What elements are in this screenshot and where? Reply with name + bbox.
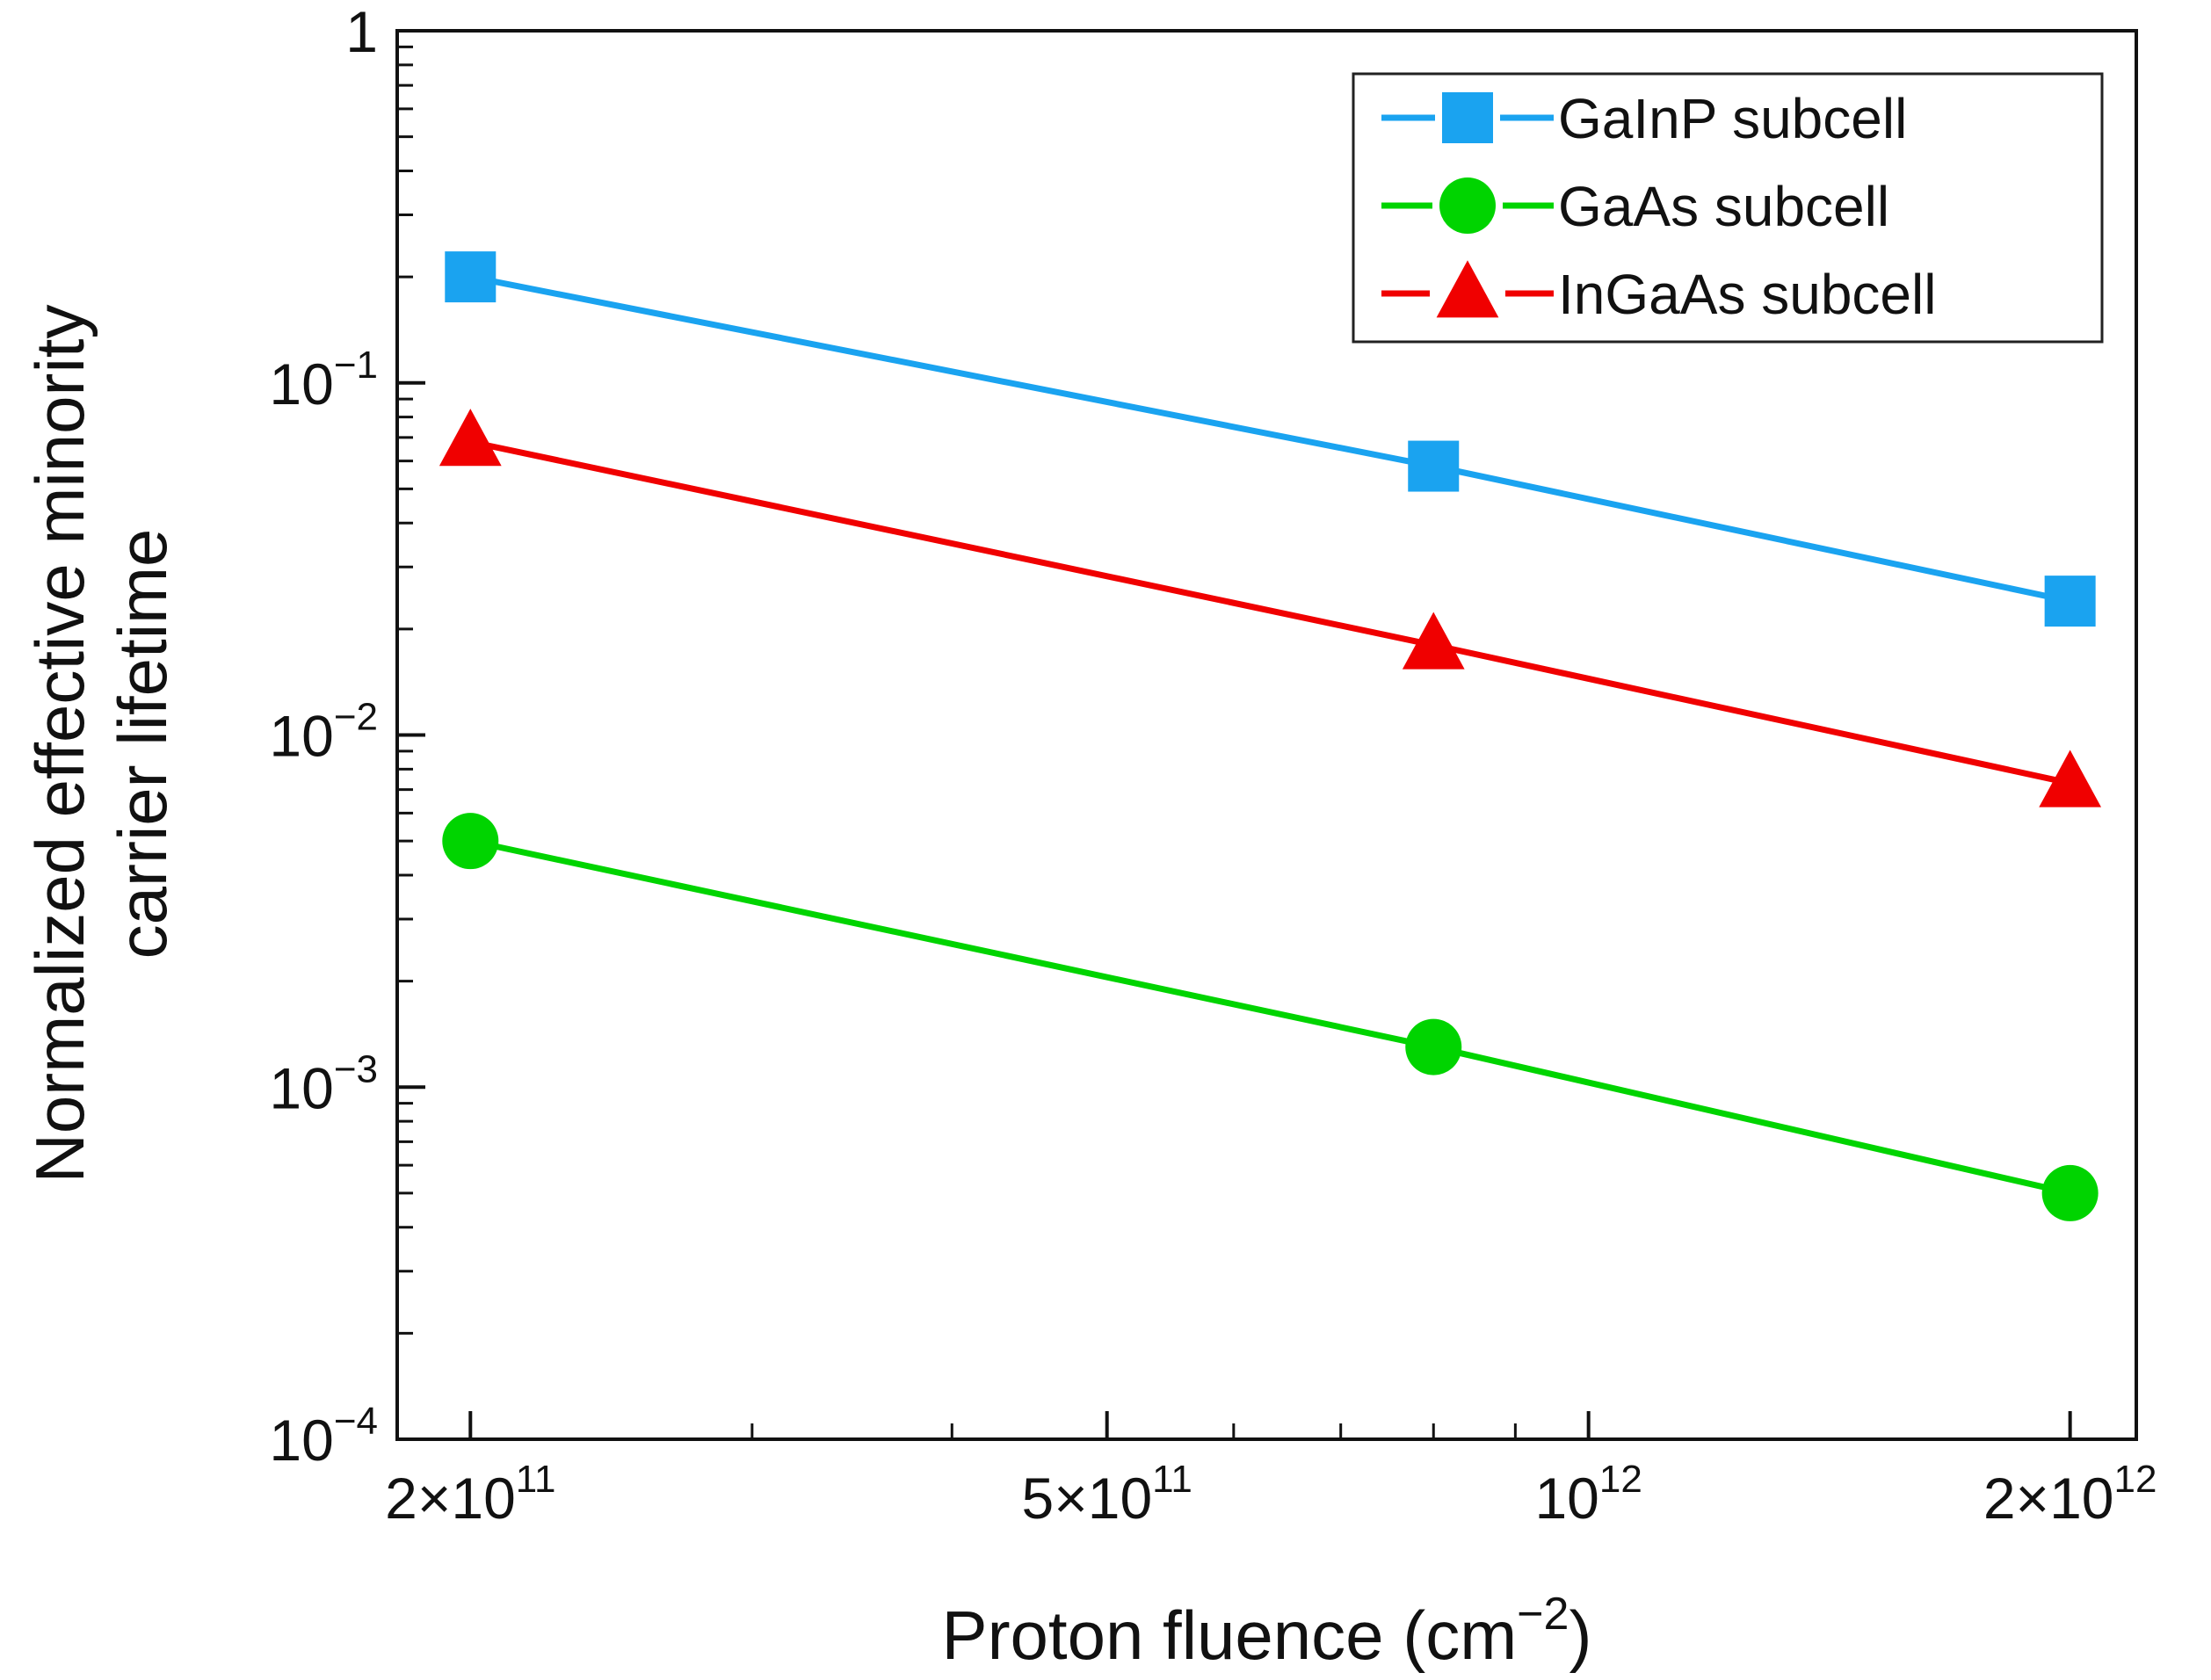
ingaas-subcell-point — [1402, 612, 1465, 670]
legend-gainp-subcell-label: GaInP subcell — [1558, 87, 1907, 150]
legend: GaInP subcell GaAs subcell InGaAs subcell — [1352, 72, 2104, 344]
x-tick-label: 2×1011 — [385, 1458, 555, 1531]
legend-ingaas-subcell-label: InGaAs subcell — [1558, 263, 1936, 326]
x-axis-title: Proton fluence (cm−2) — [942, 1589, 1592, 1674]
ingaas-subcell-point — [2039, 749, 2102, 807]
y-tick-label: 10−2 — [269, 696, 378, 769]
gainp-subcell-point — [445, 251, 497, 303]
gaas-subcell-point — [1405, 1018, 1462, 1075]
plot-frame — [395, 29, 2138, 1441]
legend-gaas-subcell-marker — [1439, 177, 1496, 234]
ticks-layer — [397, 29, 2072, 1441]
x-tick-label: 1012 — [1534, 1458, 1642, 1531]
series-layer — [439, 251, 2102, 1221]
legend-gaas-subcell-label: GaAs subcell — [1558, 175, 1889, 238]
series-gaas-subcell — [442, 813, 2099, 1221]
x-tick-label: 5×1011 — [1022, 1458, 1192, 1531]
gaas-subcell-point — [2041, 1164, 2099, 1221]
labels-layer: 1 10−1 10−2 10−3 10−42×1011 5×1011 1012 2×1012 P… — [21, 0, 2157, 1674]
gaas-subcell-point — [442, 813, 499, 870]
y-axis-title: Normalized effective minoritycarrier lif… — [21, 305, 181, 1184]
y-tick-label: 10−3 — [269, 1047, 378, 1120]
legend-gainp-subcell-marker — [1442, 92, 1493, 143]
y-tick-label: 1 — [345, 0, 378, 64]
gaas-subcell-line — [469, 837, 2071, 1197]
series-gainp-subcell — [445, 251, 2096, 627]
legend-ingaas-subcell-marker — [1436, 260, 1499, 318]
x-tick-label: 2×1012 — [1983, 1458, 2157, 1531]
gainp-subcell-point — [2044, 576, 2096, 627]
ingaas-subcell-point — [439, 409, 502, 467]
y-tick-label: 10−1 — [269, 344, 378, 416]
series-ingaas-subcell — [439, 409, 2102, 807]
y-tick-label: 10−4 — [269, 1400, 378, 1473]
gainp-subcell-point — [1408, 440, 1460, 492]
ingaas-subcell-line — [469, 438, 2071, 786]
